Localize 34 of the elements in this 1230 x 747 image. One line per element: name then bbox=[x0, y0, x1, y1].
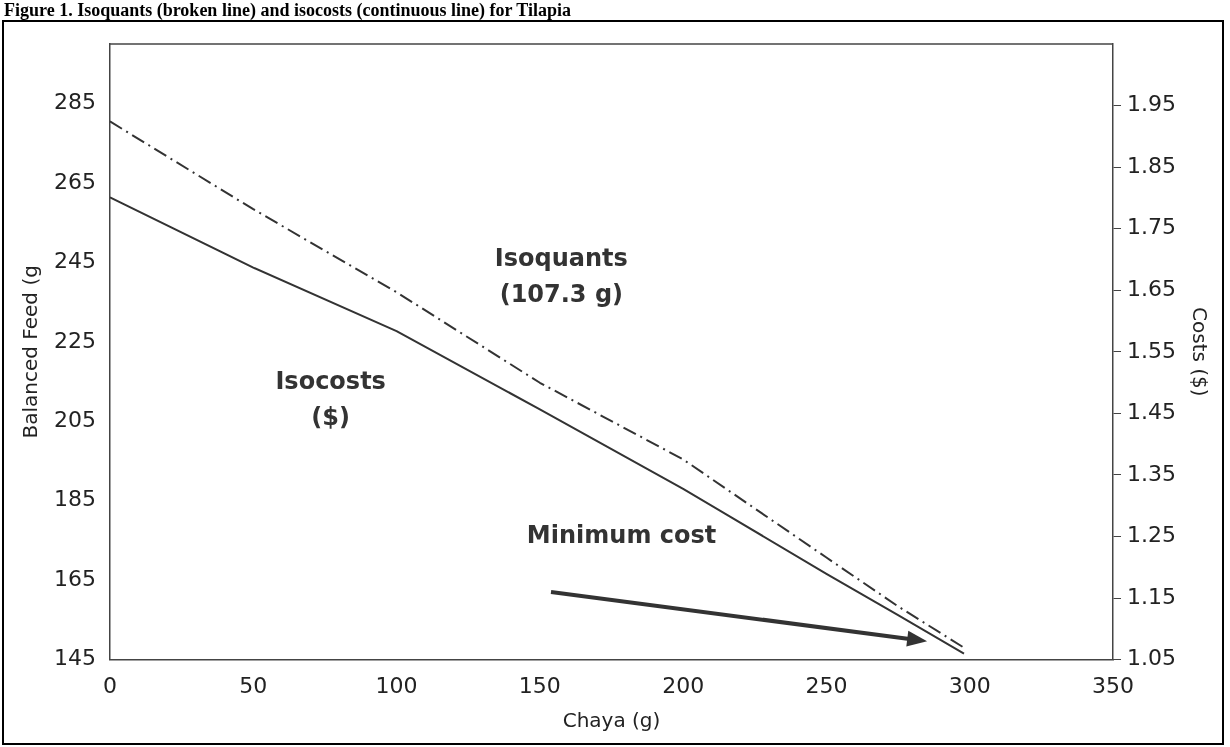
x-tick-label: 100 bbox=[375, 672, 418, 698]
line-series bbox=[109, 120, 965, 649]
y2-tick-label: 1.15 bbox=[1127, 583, 1176, 609]
x-tick-label: 250 bbox=[805, 672, 848, 698]
y2-tick-label: 1.05 bbox=[1127, 645, 1176, 671]
y-tick-label: 205 bbox=[53, 407, 96, 433]
y2-tick-label: 1.75 bbox=[1127, 214, 1176, 240]
y2-tick-label: 1.65 bbox=[1127, 275, 1176, 301]
annotation: Minimum cost bbox=[526, 520, 717, 549]
x-tick-label: 150 bbox=[518, 672, 561, 698]
annotation: Isocosts ($) bbox=[275, 367, 386, 432]
y2-tick-label: 1.35 bbox=[1127, 460, 1176, 486]
y2-tick-label: 1.25 bbox=[1127, 522, 1176, 548]
chart-title: Figure 1. Isoquants (broken line) and isocosts (continuous line) for Tilapia bbox=[3, 0, 572, 20]
y2-axis-title: Costs ($) bbox=[1187, 307, 1212, 397]
y-tick-label: 225 bbox=[53, 327, 96, 353]
y-tick-label: 165 bbox=[53, 565, 96, 591]
y-axis-title: Balanced Feed (g bbox=[18, 265, 43, 439]
y-tick-label: 185 bbox=[53, 486, 96, 512]
x-axis-title: Chaya (g) bbox=[562, 708, 661, 733]
y2-tick-label: 1.85 bbox=[1127, 152, 1176, 178]
x-tick-label: 300 bbox=[948, 672, 991, 698]
x-tick-label: 200 bbox=[662, 672, 705, 698]
y-tick-label: 265 bbox=[53, 168, 96, 194]
y2-tick-label: 1.55 bbox=[1127, 337, 1176, 363]
annotation: Isoquants (107.3 g) bbox=[494, 244, 628, 309]
y-tick-label: 245 bbox=[53, 248, 96, 274]
y-tick-label: 145 bbox=[53, 645, 96, 671]
y-tick-label: 285 bbox=[53, 89, 96, 115]
y2-tick-label: 1.95 bbox=[1127, 91, 1176, 117]
x-tick-label: 0 bbox=[102, 672, 117, 698]
y2-tick-label: 1.45 bbox=[1127, 399, 1176, 425]
x-tick-label: 350 bbox=[1092, 672, 1135, 698]
x-tick-label: 50 bbox=[239, 672, 268, 698]
